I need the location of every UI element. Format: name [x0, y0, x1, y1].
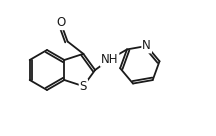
Text: NH: NH [101, 53, 118, 66]
Text: N: N [142, 39, 151, 52]
Text: O: O [56, 16, 65, 29]
Text: S: S [80, 80, 87, 93]
